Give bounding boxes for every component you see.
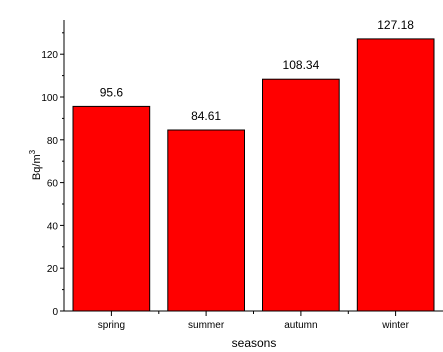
value-label-summer: 84.61	[191, 109, 221, 123]
y-tick-label: 20	[47, 264, 59, 275]
bar-spring	[72, 105, 151, 312]
y-tick-label: 100	[41, 93, 58, 104]
x-tick-label-summer: summer	[188, 320, 225, 331]
y-tick-label: 80	[47, 136, 59, 147]
value-label-winter: 127.18	[377, 18, 414, 32]
value-label-autumn: 108.34	[283, 58, 320, 72]
x-tick-label-spring: spring	[98, 320, 125, 331]
y-tick-label: 40	[47, 221, 59, 232]
y-tick-label: 0	[52, 307, 58, 318]
x-tick-label-autumn: autumn	[284, 320, 317, 331]
bars-layer	[72, 38, 435, 312]
y-tick-label: 60	[47, 179, 59, 190]
x-tick-label-winter: winter	[381, 320, 409, 331]
value-label-spring: 95.6	[100, 85, 124, 99]
y-axis-title-superscript: 3	[28, 149, 37, 154]
y-axis-title-text: Bq/m	[31, 154, 43, 180]
bar-autumn	[262, 78, 340, 312]
labels-layer: 95.6 spring 84.61 summer 108.34 autumn 127.18 w…	[41, 18, 414, 331]
bar-winter	[356, 38, 435, 312]
y-tick-label: 120	[41, 50, 58, 61]
y-axis-title: Bq/m3	[28, 149, 43, 180]
bar-summer	[167, 129, 245, 312]
axes-layer	[60, 20, 443, 316]
x-axis-title: seasons	[232, 336, 277, 347]
